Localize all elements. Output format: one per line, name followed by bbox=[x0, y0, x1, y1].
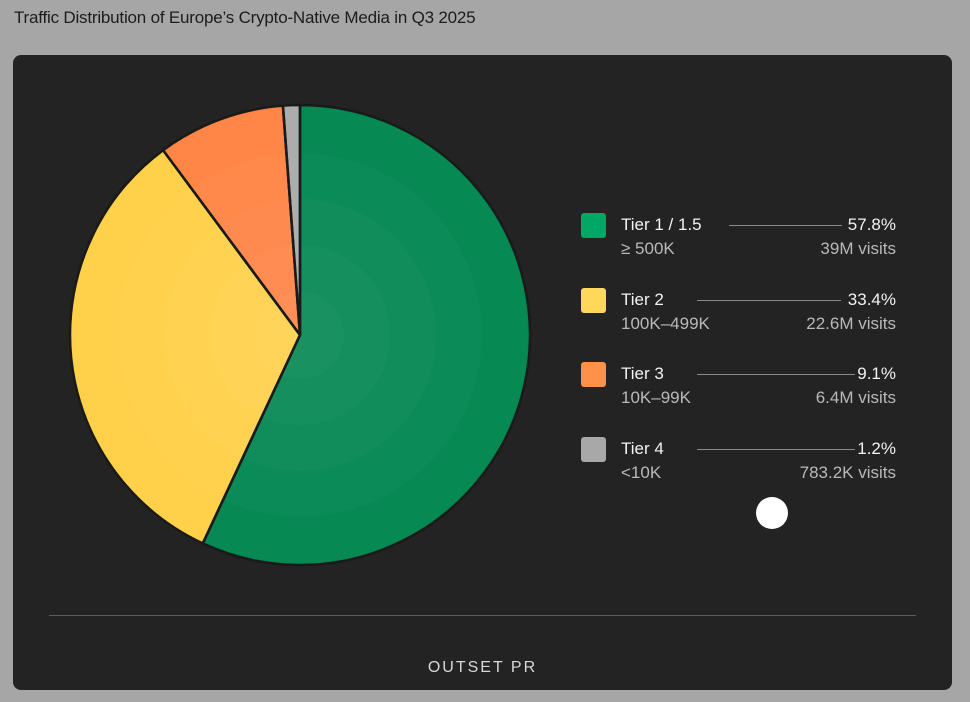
pie-chart bbox=[68, 103, 532, 567]
slice-boundary bbox=[201, 334, 302, 544]
legend-swatch bbox=[581, 213, 606, 238]
legend-swatch bbox=[581, 287, 606, 313]
slice-boundary bbox=[162, 149, 302, 336]
legend-percent: 33.4% bbox=[847, 289, 896, 309]
legend-range: ≥ 500K bbox=[621, 239, 675, 258]
page-title: Traffic Distribution of Europe’s Crypto-… bbox=[14, 8, 476, 27]
leader-line bbox=[729, 225, 842, 226]
legend-label: Tier 4 bbox=[621, 438, 664, 458]
legend-percent: 57.8% bbox=[847, 215, 896, 234]
pie-slice bbox=[68, 148, 302, 545]
legend-item: Tier 1 / 1.5 57.8% ≥ 500K 39M visits bbox=[581, 213, 896, 288]
pie-slice bbox=[201, 103, 532, 567]
pie-slice bbox=[161, 104, 302, 337]
leader-line bbox=[697, 374, 855, 375]
legend-visits: 22.6M visits bbox=[806, 313, 896, 333]
legend: Tier 1 / 1.5 57.8% ≥ 500K 39M visits Tie… bbox=[581, 213, 896, 511]
legend-visits: 783.2K visits bbox=[799, 462, 896, 482]
cursor-dot bbox=[756, 497, 788, 529]
legend-percent: 1.2% bbox=[857, 438, 896, 458]
legend-visits: 39M visits bbox=[820, 239, 896, 258]
legend-percent: 9.1% bbox=[857, 364, 896, 383]
legend-range: 10K–99K bbox=[621, 388, 691, 407]
legend-range: <10K bbox=[621, 462, 662, 482]
leader-line bbox=[697, 299, 841, 301]
legend-visits: 6.4M visits bbox=[815, 388, 896, 407]
chart-card: Tier 1 / 1.5 57.8% ≥ 500K 39M visits Tie… bbox=[13, 55, 952, 690]
brand-logo: OUTSET PR bbox=[427, 659, 538, 676]
footer-divider bbox=[49, 615, 916, 616]
legend-range: 100K–499K bbox=[621, 313, 710, 333]
legend-swatch bbox=[581, 436, 606, 462]
slice-boundary bbox=[281, 105, 302, 336]
legend-swatch bbox=[581, 362, 606, 387]
legend-label: Tier 3 bbox=[621, 364, 664, 383]
legend-item: Tier 3 9.1% 10K–99K 6.4M visits bbox=[581, 362, 896, 437]
leader-line bbox=[697, 448, 855, 450]
legend-label: Tier 2 bbox=[621, 289, 664, 309]
legend-item: Tier 4 1.2% <10K 783.2K visits bbox=[581, 436, 896, 512]
legend-item: Tier 2 33.4% 100K–499K 22.6M visits bbox=[581, 287, 896, 363]
legend-label: Tier 1 / 1.5 bbox=[621, 215, 702, 234]
